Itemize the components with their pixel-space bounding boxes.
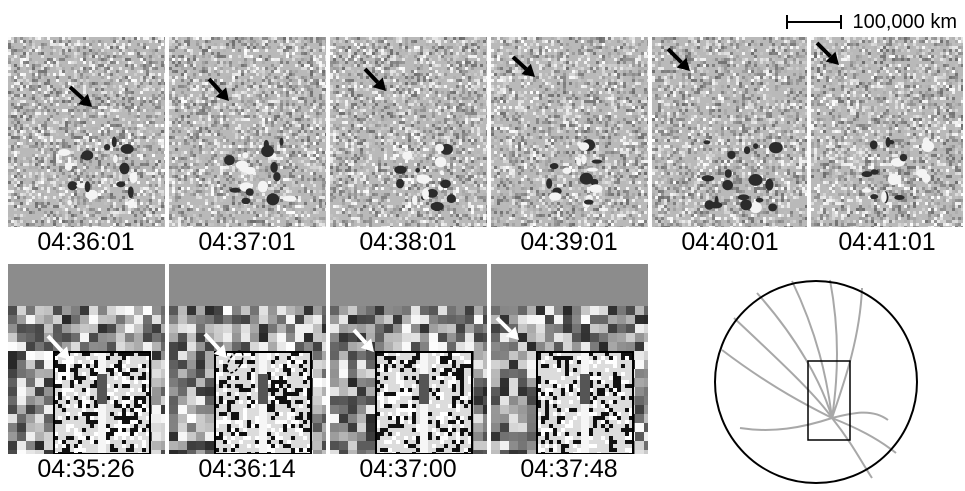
- top-frame-6: [811, 37, 963, 227]
- black-arrow-icon: [815, 41, 839, 65]
- top-caption-1: 04:36:01: [37, 228, 135, 256]
- top-frame-2: [169, 37, 326, 227]
- top-frame-4: [491, 37, 648, 227]
- white-arrow-icon: [495, 316, 519, 340]
- bottom-frame-2: [169, 264, 326, 454]
- field-lines: [721, 279, 897, 479]
- scale-bar-label: 100,000 km: [852, 10, 957, 33]
- top-caption-4: 04:39:01: [520, 228, 618, 256]
- bottom-caption-4: 04:37:48: [520, 455, 618, 483]
- solar-disk-field-diagram: [712, 278, 920, 486]
- bottom-caption-3: 04:37:00: [359, 455, 457, 483]
- bottom-caption-2: 04:36:14: [198, 455, 296, 483]
- top-caption-5: 04:40:01: [681, 228, 779, 256]
- black-arrow-icon: [68, 85, 92, 107]
- top-frame-3: [330, 37, 487, 227]
- scale-bar-line: [786, 15, 843, 29]
- top-caption-3: 04:38:01: [359, 228, 457, 256]
- bottom-frame-1: [8, 264, 165, 454]
- black-arrow-icon: [207, 77, 229, 101]
- top-caption-2: 04:37:01: [198, 228, 296, 256]
- top-frame-1: [8, 37, 165, 227]
- bottom-frame-4: [491, 264, 648, 454]
- solar-limb: [714, 280, 918, 484]
- top-caption-6: 04:41:01: [838, 228, 936, 256]
- field-of-view-box: [807, 360, 851, 441]
- top-frame-5: [652, 37, 807, 227]
- white-arrow-icon: [203, 332, 227, 358]
- scale-bar: 100,000 km: [786, 8, 957, 36]
- black-arrow-icon: [511, 55, 535, 77]
- bottom-caption-1: 04:35:26: [37, 455, 135, 483]
- black-arrow-icon: [363, 67, 386, 91]
- bottom-frame-3: [330, 264, 487, 454]
- black-arrow-icon: [666, 47, 690, 71]
- white-arrow-icon: [352, 328, 374, 352]
- white-arrow-icon: [46, 334, 70, 360]
